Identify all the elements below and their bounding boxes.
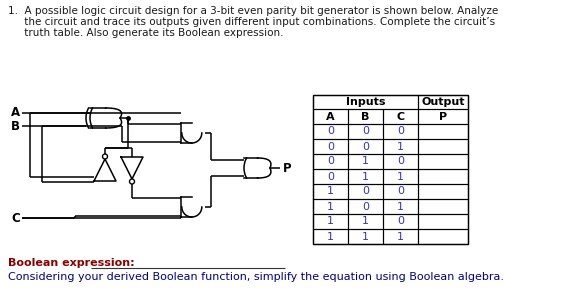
Bar <box>348 199 383 214</box>
Bar <box>383 214 418 229</box>
Bar <box>418 95 468 109</box>
Bar <box>348 109 383 124</box>
Text: truth table. Also generate its Boolean expression.: truth table. Also generate its Boolean e… <box>8 28 283 38</box>
Text: 1: 1 <box>362 232 369 241</box>
Text: 0: 0 <box>362 126 369 136</box>
Text: 0: 0 <box>362 187 369 196</box>
Text: 0: 0 <box>362 201 369 212</box>
Text: 1.  A possible logic circuit design for a 3-bit even parity bit generator is sho: 1. A possible logic circuit design for a… <box>8 6 498 16</box>
Bar <box>313 109 348 124</box>
Bar <box>418 214 468 229</box>
Text: 1: 1 <box>362 172 369 181</box>
Circle shape <box>129 179 134 184</box>
Bar <box>348 139 383 154</box>
Text: Output: Output <box>422 97 465 107</box>
Text: 1: 1 <box>362 156 369 167</box>
Text: 0: 0 <box>327 126 334 136</box>
Text: 1: 1 <box>397 172 404 181</box>
Bar <box>383 154 418 169</box>
Bar <box>348 184 383 199</box>
Bar <box>313 95 468 244</box>
Bar <box>313 229 348 244</box>
Bar <box>348 154 383 169</box>
Text: Boolean expression:: Boolean expression: <box>8 258 135 268</box>
Text: C: C <box>11 212 20 224</box>
Bar <box>313 124 348 139</box>
Text: 1: 1 <box>397 201 404 212</box>
Bar <box>418 199 468 214</box>
Bar <box>313 184 348 199</box>
Bar <box>383 169 418 184</box>
Bar <box>348 124 383 139</box>
Text: 0: 0 <box>397 126 404 136</box>
Text: B: B <box>361 111 370 122</box>
Text: 1: 1 <box>327 201 334 212</box>
Bar <box>383 184 418 199</box>
Bar <box>418 184 468 199</box>
Text: 0: 0 <box>327 172 334 181</box>
Text: 1: 1 <box>362 217 369 226</box>
Bar <box>418 109 468 124</box>
Text: 0: 0 <box>397 217 404 226</box>
Bar <box>418 154 468 169</box>
Bar <box>383 229 418 244</box>
Text: B: B <box>11 119 20 133</box>
Bar <box>348 169 383 184</box>
Text: 1: 1 <box>397 232 404 241</box>
Bar <box>313 95 418 109</box>
Bar <box>418 229 468 244</box>
Bar <box>313 139 348 154</box>
Bar <box>418 139 468 154</box>
Bar <box>313 154 348 169</box>
Text: 0: 0 <box>327 156 334 167</box>
Bar <box>313 199 348 214</box>
Text: 0: 0 <box>327 142 334 151</box>
Text: the circuit and trace its outputs given different input combinations. Complete t: the circuit and trace its outputs given … <box>8 17 495 27</box>
Bar <box>418 124 468 139</box>
Bar <box>313 214 348 229</box>
Bar <box>383 139 418 154</box>
Text: C: C <box>396 111 405 122</box>
Circle shape <box>102 154 107 159</box>
Text: Inputs: Inputs <box>346 97 385 107</box>
Bar <box>383 109 418 124</box>
Text: 1: 1 <box>397 142 404 151</box>
Bar <box>418 169 468 184</box>
Text: 1: 1 <box>327 217 334 226</box>
Text: 0: 0 <box>397 187 404 196</box>
Bar <box>383 124 418 139</box>
Text: Considering your derived Boolean function, simplify the equation using Boolean a: Considering your derived Boolean functio… <box>8 272 504 282</box>
Text: 0: 0 <box>397 156 404 167</box>
Text: 1: 1 <box>327 232 334 241</box>
Text: A: A <box>11 106 20 119</box>
Text: 0: 0 <box>362 142 369 151</box>
Bar <box>313 169 348 184</box>
Text: P: P <box>283 162 292 175</box>
Text: P: P <box>439 111 447 122</box>
Bar <box>348 214 383 229</box>
Bar <box>383 199 418 214</box>
Bar <box>348 229 383 244</box>
Text: 1: 1 <box>327 187 334 196</box>
Text: A: A <box>326 111 335 122</box>
